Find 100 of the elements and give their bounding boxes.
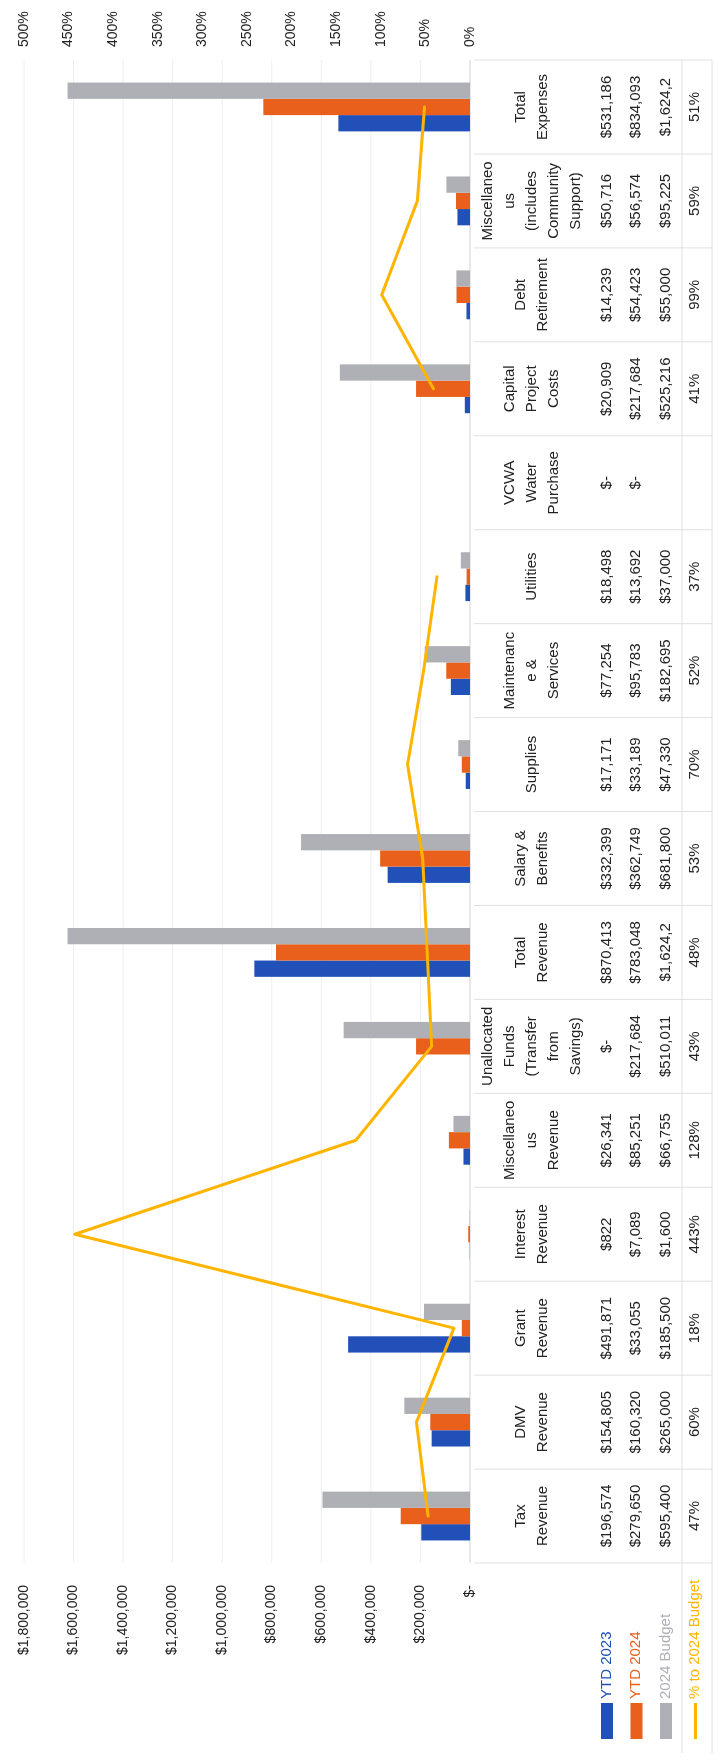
data-label: $1,624,2 — [655, 77, 673, 137]
x-tick-label: $1,400,000 — [113, 1584, 130, 1656]
x-tick-label: $600,000 — [312, 1584, 329, 1644]
text: YTD 2023 — [596, 1631, 614, 1699]
bar — [338, 115, 470, 132]
bar — [275, 944, 470, 961]
data-label: $85,251 — [626, 1113, 644, 1168]
y-tick-label: DMV Revenue — [510, 1392, 550, 1453]
bar — [456, 286, 470, 303]
data-label: $822 — [596, 1217, 614, 1251]
data-label: $491,871 — [596, 1296, 614, 1360]
data-label: $56,574 — [626, 173, 644, 229]
data-label: $160,320 — [626, 1390, 644, 1454]
data-label: 70% — [685, 749, 703, 780]
data-label: 43% — [685, 1031, 703, 1062]
x-tick-label: $1,600,000 — [64, 1584, 81, 1656]
data-label: $362,749 — [626, 827, 644, 890]
bar — [416, 1038, 470, 1055]
bar — [343, 1021, 470, 1039]
data-label: 37% — [685, 561, 703, 592]
text: 2024 Budget — [655, 1613, 673, 1699]
x-tick-label: $400,000 — [361, 1584, 378, 1644]
data-label: $870,413 — [596, 921, 614, 984]
data-label: $50,716 — [596, 173, 614, 229]
y-tick-label: Debt Retirement — [510, 257, 550, 332]
bar — [465, 772, 470, 789]
bar — [263, 98, 470, 116]
x2-tick-label: 350% — [148, 11, 165, 47]
y-tick-label: Utilities — [521, 552, 539, 601]
text: % to 2024 Budget — [685, 1578, 703, 1699]
y-tick-label: Salary & Benefits — [510, 830, 550, 887]
bar — [380, 850, 470, 867]
x2-tick-label: 0% — [460, 26, 477, 47]
data-label: $- — [596, 476, 614, 490]
bar — [450, 678, 470, 696]
data-label: $681,800 — [655, 827, 673, 890]
bar — [466, 302, 470, 320]
data-label: $531,186 — [596, 75, 614, 139]
bar — [387, 866, 470, 883]
data-label: $834,093 — [626, 75, 644, 139]
data-label: $54,423 — [626, 267, 644, 322]
y-tick-label: Unallocated Funds (Transfer from Savings) — [477, 1006, 583, 1086]
data-label: $18,498 — [596, 549, 614, 604]
bar — [461, 756, 470, 773]
bar — [67, 82, 470, 99]
bar — [455, 192, 470, 210]
data-label: 60% — [685, 1407, 703, 1438]
x2-tick-label: 150% — [326, 11, 343, 47]
data-label: 443% — [685, 1215, 703, 1254]
data-label: $55,000 — [655, 267, 673, 322]
text: YTD 2024 — [626, 1631, 644, 1699]
bar — [463, 1148, 470, 1165]
x-tick-label: $1,000,000 — [212, 1584, 229, 1656]
bar — [457, 209, 470, 226]
bar — [348, 1336, 470, 1353]
data-label: 48% — [685, 937, 703, 968]
bar — [400, 1507, 470, 1525]
x2-tick-label: 500% — [14, 11, 31, 47]
data-label: $33,189 — [626, 737, 644, 792]
data-label: $217,684 — [626, 1015, 644, 1078]
y-tick-label: Total Expenses — [510, 74, 550, 140]
x-tick-label: $200,000 — [411, 1584, 428, 1644]
data-label: $95,783 — [626, 643, 644, 698]
data-label: $279,650 — [626, 1484, 644, 1548]
data-label: $37,000 — [655, 549, 673, 604]
x-tick-label: $800,000 — [262, 1584, 279, 1644]
bar — [456, 270, 470, 287]
data-label: $20,909 — [596, 361, 614, 416]
bar — [448, 1132, 470, 1149]
bar — [424, 1303, 470, 1321]
data-label: $1,600 — [655, 1211, 673, 1258]
bar — [460, 552, 470, 569]
data-label: $525,216 — [655, 357, 673, 421]
bar — [67, 927, 470, 945]
bar — [254, 960, 470, 977]
y-tick-label: Maintenance & Services — [499, 631, 561, 710]
bar — [465, 584, 470, 602]
bar — [453, 1115, 470, 1133]
data-label: $66,755 — [655, 1113, 673, 1168]
bar — [430, 1413, 470, 1431]
y-tick-label: Interest Revenue — [510, 1204, 550, 1265]
data-label: $47,330 — [655, 737, 673, 792]
data-label: $217,684 — [626, 357, 644, 421]
x2-tick-label: 400% — [103, 11, 120, 47]
data-label: $33,055 — [626, 1301, 644, 1356]
data-label: $510,011 — [655, 1015, 673, 1078]
data-label: $1,624,2 — [655, 923, 673, 982]
y-tick-label: Capital Project Costs — [499, 364, 561, 413]
x-tick-label: $1,200,000 — [163, 1584, 180, 1656]
bar — [458, 740, 470, 757]
data-label: $7,089 — [626, 1211, 644, 1258]
data-label: $595,400 — [655, 1484, 673, 1548]
data-label: $332,399 — [596, 827, 614, 890]
y-tick-label: Miscellaneous Revenue — [499, 1100, 561, 1180]
data-label: $77,254 — [596, 643, 614, 698]
bar — [339, 364, 470, 381]
data-label: $26,341 — [596, 1113, 614, 1168]
data-label: $13,692 — [626, 549, 644, 604]
y-tick-label: Grant Revenue — [510, 1298, 550, 1359]
data-label: $783,048 — [626, 921, 644, 984]
